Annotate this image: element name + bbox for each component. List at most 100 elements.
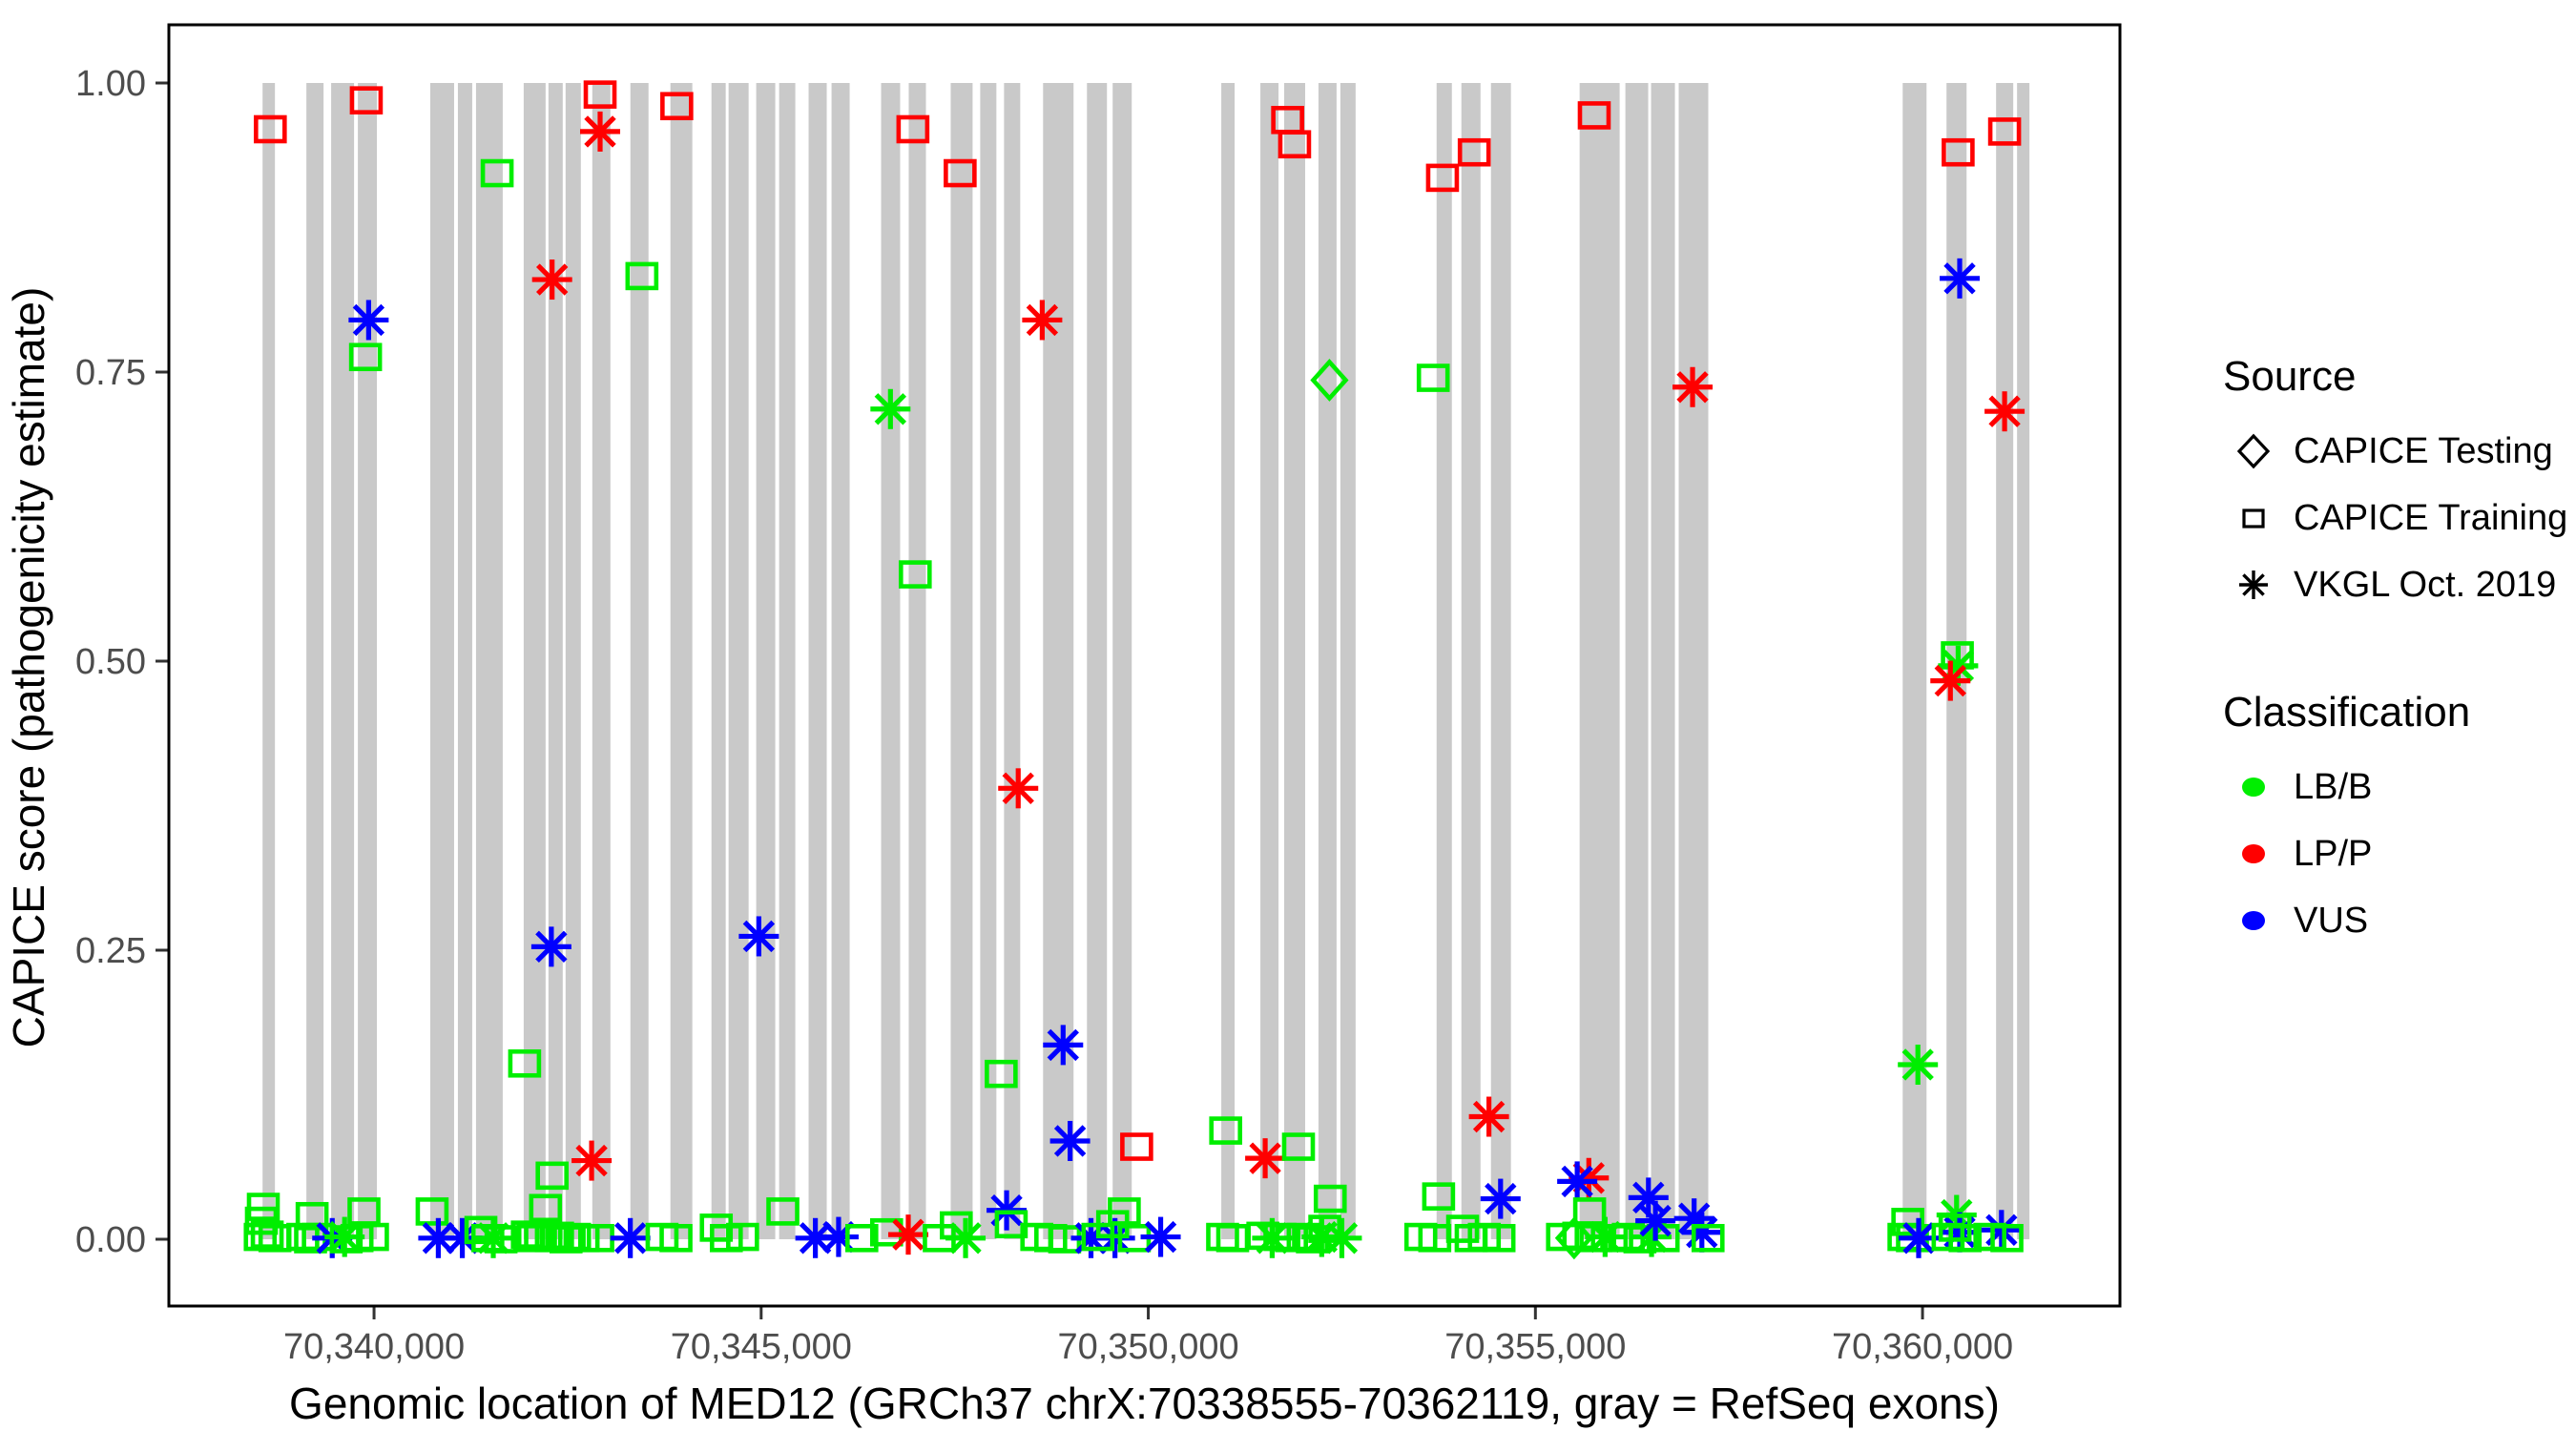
data-point-square-LBB	[1422, 1182, 1456, 1211]
data-point-square-LBB	[541, 1221, 574, 1251]
data-point-asterisk-LPP	[1984, 391, 2025, 432]
exon-band	[1996, 83, 2014, 1239]
data-point-asterisk-LPP	[887, 1214, 928, 1255]
asterisk-spoke	[1053, 1125, 1087, 1157]
x-tick-label: 70,350,000	[1057, 1327, 1238, 1367]
y-tick-label: 0.00	[75, 1220, 146, 1260]
exon-band	[1625, 83, 1649, 1239]
data-point-asterisk-LPP	[571, 1140, 613, 1181]
data-point-square-LPP	[896, 114, 930, 144]
data-point-square-LBB	[250, 1220, 284, 1249]
exon-band	[1678, 83, 1709, 1239]
data-point-asterisk-LBB	[1321, 1217, 1362, 1258]
data-point-asterisk-LBB	[945, 1217, 987, 1258]
data-point-asterisk-VUS	[610, 1217, 651, 1258]
exon-band	[670, 83, 693, 1239]
data-point-asterisk-LPP	[1022, 300, 1063, 341]
data-point-square-LBB	[1948, 1223, 1982, 1253]
x-tick-label: 70,345,000	[671, 1327, 852, 1367]
exon-band	[908, 83, 926, 1239]
asterisk-spoke	[1144, 1220, 1177, 1254]
data-point-square-LPP	[944, 158, 977, 188]
exon-band	[1902, 83, 1927, 1239]
data-point-square-LBB	[1108, 1197, 1141, 1226]
data-point-square-LBB	[529, 1193, 563, 1223]
asterisk-spoke	[1026, 303, 1059, 337]
data-point-asterisk-VUS	[348, 300, 389, 341]
data-point-square-LBB	[726, 1222, 759, 1252]
data-point-square-LBB	[1990, 1223, 2024, 1253]
data-point-square-LBB	[1931, 1222, 1965, 1252]
exon-band	[429, 83, 454, 1239]
blue-dot-icon	[2223, 894, 2284, 947]
legend-label: VUS	[2294, 900, 2369, 941]
data-point-square-LBB	[1973, 1222, 2006, 1252]
exon-band	[1112, 83, 1132, 1239]
data-point-square-LPP	[1457, 137, 1491, 167]
data-point-asterisk-LPP	[531, 259, 572, 301]
panel-border	[167, 23, 2122, 1308]
asterisk-spoke	[1325, 1222, 1359, 1255]
data-point-square-LBB	[1572, 1197, 1607, 1226]
data-point-asterisk-VUS	[1899, 1217, 1940, 1258]
exon-band	[980, 83, 997, 1239]
data-point-asterisk-VUS	[1049, 1120, 1091, 1161]
exon-band	[1318, 83, 1337, 1239]
data-point-square-LBB	[625, 261, 659, 291]
data-point-square-LBB	[659, 1223, 693, 1253]
exon-band	[2017, 83, 2030, 1239]
data-point-square-LPP	[1577, 101, 1611, 130]
x-tick-label: 70,360,000	[1832, 1327, 2013, 1367]
asterisk-spoke	[799, 1222, 832, 1255]
data-point-asterisk-VUS	[1981, 1210, 2022, 1251]
asterisk-spoke	[1002, 772, 1034, 805]
data-point-square-LPP	[1278, 130, 1312, 159]
asterisk-spoke	[1943, 262, 1976, 295]
diamond-icon	[2223, 425, 2284, 478]
exon-band	[475, 83, 503, 1239]
data-point-square-LBB	[1081, 1222, 1115, 1252]
data-point-asterisk-LPP	[580, 111, 621, 152]
exon-band	[779, 83, 796, 1239]
data-point-square-LBB	[1281, 1132, 1316, 1161]
asterisk-spoke	[535, 930, 568, 964]
asterisk-spoke	[584, 115, 616, 148]
asterisk-spoke	[536, 263, 569, 296]
exon-band	[1004, 83, 1021, 1239]
exon-band	[950, 83, 973, 1239]
data-point-square-LBB	[766, 1197, 800, 1226]
data-point-square-LBB	[415, 1197, 449, 1226]
asterisk-spoke	[1632, 1181, 1665, 1214]
exon-band	[1490, 83, 1511, 1239]
x-axis-title: Genomic location of MED12 (GRCh37 chrX:7…	[289, 1379, 2000, 1428]
data-point-asterisk-VUS	[1940, 258, 1981, 299]
exon-band	[358, 83, 378, 1239]
data-point-asterisk-VUS	[1635, 1200, 1676, 1241]
data-point-asterisk-LPP	[1930, 660, 1971, 701]
data-point-square-LBB	[1891, 1208, 1924, 1236]
y-tick-label: 0.75	[75, 353, 146, 393]
exon-band	[1436, 83, 1452, 1239]
legend-classification-title: Classification	[2223, 689, 2471, 736]
data-point-asterisk-LPP	[1245, 1138, 1286, 1179]
data-point-asterisk-LPP	[1468, 1096, 1509, 1137]
data-point-square-LBB	[550, 1225, 583, 1254]
exon-band	[548, 83, 563, 1239]
data-point-square-LBB	[484, 1225, 518, 1254]
data-point-diamond-LBB	[1310, 359, 1349, 402]
exon-band	[1651, 83, 1675, 1239]
legend-item-vkgl: VKGL Oct. 2019	[2223, 551, 2576, 618]
asterisk-spoke	[949, 1222, 982, 1255]
data-point-asterisk-VUS	[1681, 1212, 1722, 1253]
legend-item-lpp: LP/P	[2223, 820, 2576, 887]
data-point-asterisk-VUS	[738, 916, 779, 957]
data-point-square-LPP	[583, 80, 617, 109]
exon-band	[306, 83, 324, 1239]
exon-band	[1461, 83, 1481, 1239]
data-point-asterisk-LBB	[1898, 1044, 1939, 1085]
data-point-square-LPP	[349, 86, 384, 114]
legend: Source CAPICE Testing CAPICE Training	[2223, 353, 2576, 954]
data-point-square-LBB	[1313, 1184, 1347, 1213]
